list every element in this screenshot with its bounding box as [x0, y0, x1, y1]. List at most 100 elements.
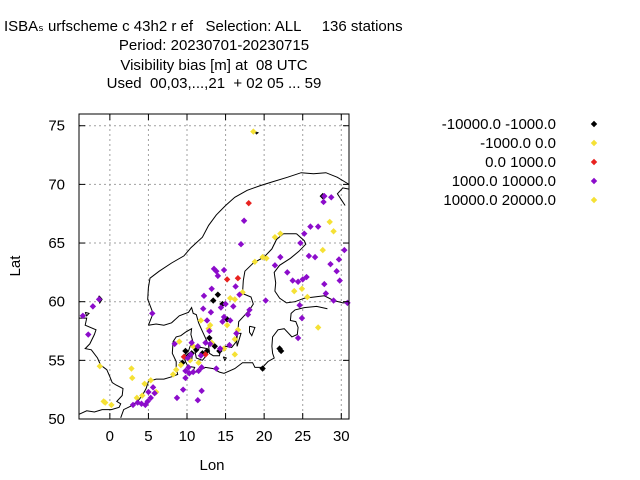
title-line-1: ISBAₛ urfscheme c 43h2 r ef Selection: A… [4, 18, 403, 35]
y-tick-label: 70 [48, 176, 65, 193]
data-point [144, 398, 151, 405]
data-point [128, 365, 135, 372]
y-ticks: 50 55 60 65 70 75 [48, 118, 349, 428]
data-point [96, 363, 104, 370]
data-point [327, 260, 334, 268]
data-point [298, 285, 306, 292]
data-point [250, 128, 257, 135]
data-point [141, 380, 148, 388]
data-point [336, 277, 343, 284]
x-tick-label: 0 [106, 428, 114, 445]
data-point [177, 361, 185, 369]
data-point [79, 312, 87, 319]
data-point [208, 285, 215, 292]
data-point [220, 345, 228, 352]
x-tick-label: 10 [179, 428, 196, 445]
data-point [195, 367, 202, 375]
data-point [232, 283, 239, 290]
legend: -10000.0 -1000.0 -1000.0 0.0 0.0 1000.0 100… [442, 116, 598, 209]
data-point [259, 365, 266, 372]
coastline-segment [148, 233, 297, 357]
data-point [314, 324, 322, 331]
coastline-segment [336, 187, 350, 206]
data-point [301, 230, 308, 237]
y-axis-label: Lat [7, 255, 24, 277]
coastline-segment [249, 325, 256, 337]
data-point [294, 334, 302, 342]
data-point [227, 294, 234, 302]
data-point [211, 343, 218, 350]
legend-label: 10000.0 20000.0 [443, 192, 556, 209]
data-point [277, 253, 284, 261]
title-line-2: Period: 20230701-20230715 [118, 37, 310, 54]
data-point [206, 327, 213, 335]
data-point [231, 296, 239, 303]
y-tick-label: 55 [48, 352, 65, 369]
data-point [330, 297, 337, 304]
y-tick-label: 60 [48, 294, 65, 311]
grid [79, 114, 349, 420]
x-tick-label: 30 [333, 428, 350, 445]
data-point [263, 255, 270, 262]
legend-marker [590, 120, 598, 128]
data-point [198, 364, 205, 371]
data-point [231, 351, 239, 358]
data-point [289, 277, 296, 284]
data-point [187, 351, 195, 358]
data-point [246, 306, 253, 314]
data-point [108, 401, 115, 409]
data-point [297, 239, 304, 247]
legend-label: -10000.0 -1000.0 [442, 116, 556, 133]
data-point [230, 303, 237, 310]
legend-label: 1000.0 10000.0 [452, 173, 556, 190]
data-point [322, 290, 330, 297]
x-tick-label: 25 [294, 428, 311, 445]
coastline-segment [222, 356, 228, 362]
data-point [203, 317, 211, 324]
data-point [173, 394, 181, 402]
data-point [85, 331, 92, 338]
data-point [262, 297, 269, 304]
data-point [194, 343, 201, 350]
data-point [245, 199, 252, 207]
data-point [296, 302, 303, 309]
x-axis-label: Lon [199, 457, 224, 474]
data-point [305, 252, 313, 260]
data-point [304, 293, 311, 301]
data-point [216, 345, 224, 352]
data-point [298, 314, 306, 322]
data-point [236, 291, 243, 298]
data-point [233, 330, 240, 337]
legend-marker [590, 139, 598, 147]
data-point [171, 340, 178, 348]
y-tick-label: 65 [48, 235, 65, 252]
data-points [79, 128, 351, 409]
y-tick-label: 50 [48, 411, 65, 428]
data-point [219, 318, 226, 325]
data-point [226, 341, 233, 349]
data-point [276, 345, 283, 352]
coastline-segment [254, 131, 260, 135]
data-point [151, 389, 158, 397]
data-point [195, 359, 202, 366]
data-point [303, 273, 310, 281]
data-point [182, 367, 189, 375]
data-point [207, 309, 215, 316]
data-point [335, 256, 343, 263]
data-point [234, 275, 242, 282]
legend-marker [590, 177, 598, 185]
data-point [194, 397, 201, 404]
x-tick-label: 20 [256, 428, 273, 445]
data-point [330, 228, 337, 235]
data-point [333, 267, 340, 275]
data-point [198, 387, 205, 395]
data-point [251, 258, 259, 266]
x-tick-label: 15 [217, 428, 234, 445]
data-point [206, 334, 213, 342]
data-point [200, 292, 208, 300]
data-point [147, 377, 154, 384]
data-point [220, 266, 228, 274]
data-point [326, 218, 333, 226]
data-point [321, 280, 328, 288]
